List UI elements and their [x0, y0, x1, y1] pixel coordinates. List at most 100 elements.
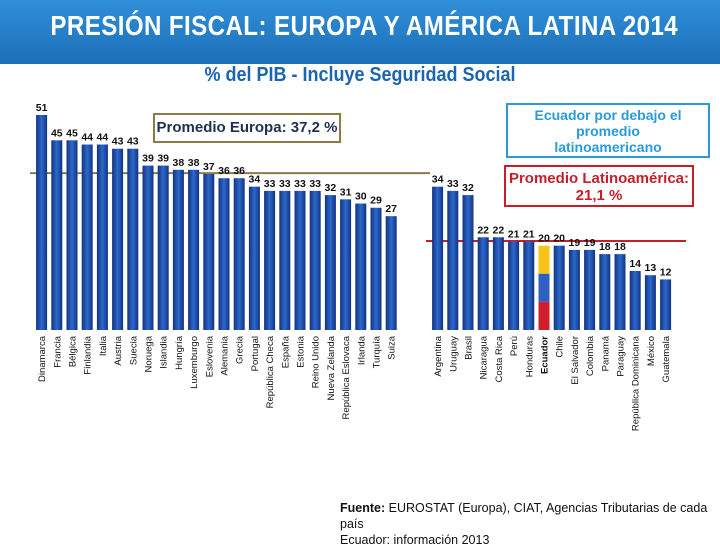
bar-chile: [553, 245, 565, 330]
category-label-panama: Panamá: [600, 335, 611, 371]
bar-alemania: [218, 178, 230, 330]
bar-estonia: [294, 190, 306, 330]
bar-portugal: [248, 186, 260, 330]
value-label-finlandia: 44: [81, 132, 93, 144]
value-label-mexico: 13: [645, 262, 657, 274]
bar-republica-dominicana: [629, 270, 641, 330]
value-label-republica-checa: 33: [264, 178, 276, 190]
category-label-portugal: Portugal: [250, 336, 261, 371]
category-label-reino-unido: Reino Unido: [311, 336, 322, 388]
value-label-el-salvador: 19: [569, 237, 581, 249]
bar-noruega: [142, 165, 154, 330]
category-label-belgica: Bélgica: [68, 335, 79, 367]
ecuador-note-callout: Ecuador por debajo el promedio latinoame…: [506, 103, 710, 158]
category-label-nicaragua: Nicaragua: [479, 335, 490, 379]
value-label-irlanda: 30: [355, 191, 367, 203]
category-label-costa-rica: Costa Rica: [494, 335, 505, 382]
category-label-suiza: Suiza: [387, 335, 398, 359]
value-label-hungria: 38: [173, 157, 185, 169]
value-label-suiza: 27: [385, 203, 397, 215]
value-label-suecia: 43: [127, 136, 139, 148]
bar-suecia: [127, 148, 139, 330]
value-label-islandia: 39: [157, 153, 169, 165]
category-label-dinamarca: Dinamarca: [37, 335, 48, 382]
value-label-estonia: 33: [294, 178, 306, 190]
category-label-uruguay: Uruguay: [448, 336, 459, 372]
bar-ecuador-yellow: [538, 245, 550, 274]
category-label-republica-checa: República Checa: [265, 335, 276, 408]
value-label-italia: 44: [97, 132, 109, 144]
category-label-francia: Francia: [52, 335, 63, 367]
bar-mexico: [644, 275, 656, 330]
value-label-reino-unido: 33: [309, 178, 321, 190]
bar-argentina: [432, 186, 444, 330]
value-label-turquia: 29: [370, 195, 382, 207]
bar-brasil: [462, 195, 474, 330]
category-label-estonia: Estonia: [296, 335, 307, 367]
bar-guatemala: [660, 279, 672, 330]
europe-average-callout: Promedio Europa: 37,2 %: [153, 113, 341, 143]
bar-paraguay: [614, 254, 626, 330]
bar-italia: [96, 144, 108, 330]
bar-panama: [599, 254, 611, 330]
value-label-austria: 43: [112, 136, 124, 148]
value-label-alemania: 36: [218, 165, 230, 177]
ecuador-note-line3: latinoamericano: [554, 139, 662, 155]
bar-republica-checa: [264, 190, 276, 330]
value-label-colombia: 19: [584, 237, 596, 249]
bar-dinamarca: [36, 115, 48, 330]
category-label-guatemala: Guatemala: [661, 335, 672, 382]
bar-irlanda: [355, 203, 367, 330]
bar-republica-eslovaca: [340, 199, 352, 330]
bar-austria: [112, 148, 124, 330]
category-label-suecia: Suecia: [128, 335, 139, 365]
bar-suiza: [385, 216, 397, 330]
value-label-republica-eslovaca: 31: [340, 186, 352, 198]
value-label-francia: 45: [51, 127, 63, 139]
category-label-finlandia: Finlandia: [83, 335, 94, 374]
category-label-el-salvador: El Salvador: [570, 336, 581, 385]
value-label-republica-dominicana: 14: [629, 258, 641, 270]
category-label-italia: Italia: [98, 335, 109, 356]
value-label-nicaragua: 22: [477, 224, 489, 236]
chart-subtitle: % del PIB - Incluye Seguridad Social: [204, 64, 516, 86]
category-label-hungria: Hungría: [174, 335, 185, 370]
category-label-ecuador: Ecuador: [540, 336, 551, 374]
value-label-noruega: 39: [142, 153, 154, 165]
value-label-nueva-zelanda: 32: [325, 182, 337, 194]
bar-turquia: [370, 207, 382, 330]
category-label-espana: España: [280, 335, 291, 368]
category-label-argentina: Argentina: [433, 335, 444, 376]
value-label-peru: 21: [508, 228, 520, 240]
bar-finlandia: [81, 144, 93, 330]
value-label-portugal: 34: [249, 174, 261, 186]
bar-el-salvador: [568, 249, 580, 330]
category-label-austria: Austria: [113, 335, 124, 365]
ecuador-note-line1: Ecuador por debajo el: [534, 107, 682, 123]
category-label-grecia: Grecia: [235, 335, 246, 364]
latam-average-line2: 21,1 %: [575, 187, 623, 204]
value-label-eslovenia: 37: [203, 161, 215, 173]
source-note: Fuente: EUROSTAT (Europa), CIAT, Agencia…: [340, 500, 720, 548]
category-label-luxemburgo: Luxemburgo: [189, 336, 200, 389]
value-label-luxemburgo: 38: [188, 157, 200, 169]
bar-francia: [51, 140, 63, 330]
category-label-eslovenia: Eslovenia: [204, 335, 215, 377]
value-label-paraguay: 18: [614, 241, 626, 253]
value-label-costa-rica: 22: [493, 224, 505, 236]
bar-colombia: [584, 249, 596, 330]
value-label-chile: 20: [553, 233, 565, 245]
bar-nueva-zelanda: [324, 195, 336, 330]
value-label-panama: 18: [599, 241, 611, 253]
value-label-grecia: 36: [233, 165, 245, 177]
category-label-paraguay: Paraguay: [616, 336, 627, 377]
bar-espana: [279, 190, 291, 330]
bar-belgica: [66, 140, 78, 330]
latam-average-callout: Promedio Latinoamérica: 21,1 %: [504, 165, 694, 207]
category-label-irlanda: Irlanda: [356, 335, 367, 365]
value-label-belgica: 45: [66, 127, 78, 139]
category-label-republica-dominicana: República Dominicana: [631, 335, 642, 431]
bar-ecuador-blue: [538, 273, 550, 302]
value-label-honduras: 21: [523, 228, 535, 240]
